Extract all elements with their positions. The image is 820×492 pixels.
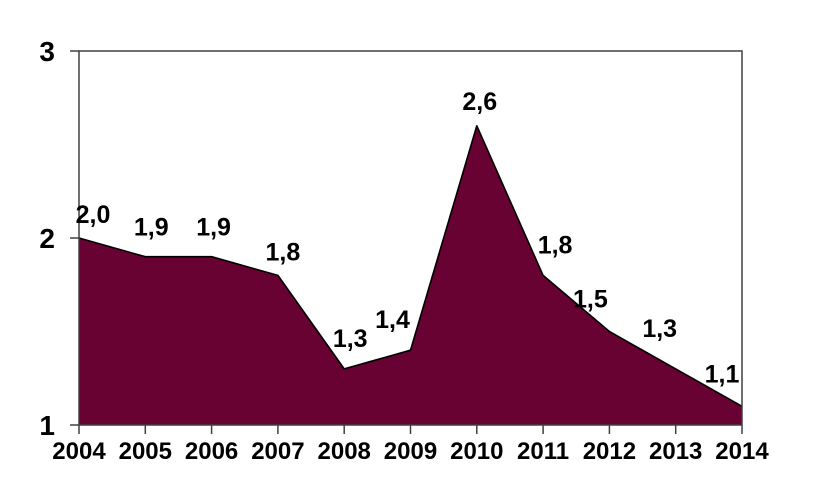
x-axis-tick-label: 2004 — [52, 438, 106, 465]
x-axis-tick-label: 2014 — [715, 438, 769, 465]
data-label: 1,8 — [538, 231, 573, 259]
x-axis-tick-label: 2011 — [517, 438, 569, 465]
data-label: 2,0 — [76, 201, 111, 229]
x-axis-tick-label: 2006 — [185, 438, 238, 465]
x-axis-tick-label: 2012 — [583, 438, 636, 465]
x-axis-tick-label: 2009 — [384, 438, 437, 465]
data-label: 1,3 — [642, 315, 677, 343]
data-label: 1,5 — [573, 286, 608, 314]
data-label: 2,6 — [462, 88, 497, 116]
area-fill — [79, 125, 742, 426]
data-label: 1,8 — [266, 238, 301, 266]
data-label: 1,9 — [134, 214, 169, 242]
data-label: 1,9 — [196, 214, 231, 242]
data-label: 1,1 — [705, 360, 740, 388]
data-label: 1,4 — [375, 306, 410, 334]
data-label: 1,3 — [333, 325, 368, 353]
x-axis-tick-label: 2005 — [119, 438, 172, 465]
y-axis-tick-label: 2 — [39, 223, 55, 254]
x-axis-tick-label: 2013 — [649, 438, 702, 465]
data-line — [78, 125, 743, 407]
y-axis-tick-label: 3 — [39, 36, 55, 67]
y-axis-tick-label: 1 — [39, 410, 55, 441]
x-axis-tick-label: 2010 — [450, 438, 503, 465]
x-axis-tick-label: 2007 — [251, 438, 304, 465]
x-axis-tick-label: 2008 — [318, 438, 371, 465]
